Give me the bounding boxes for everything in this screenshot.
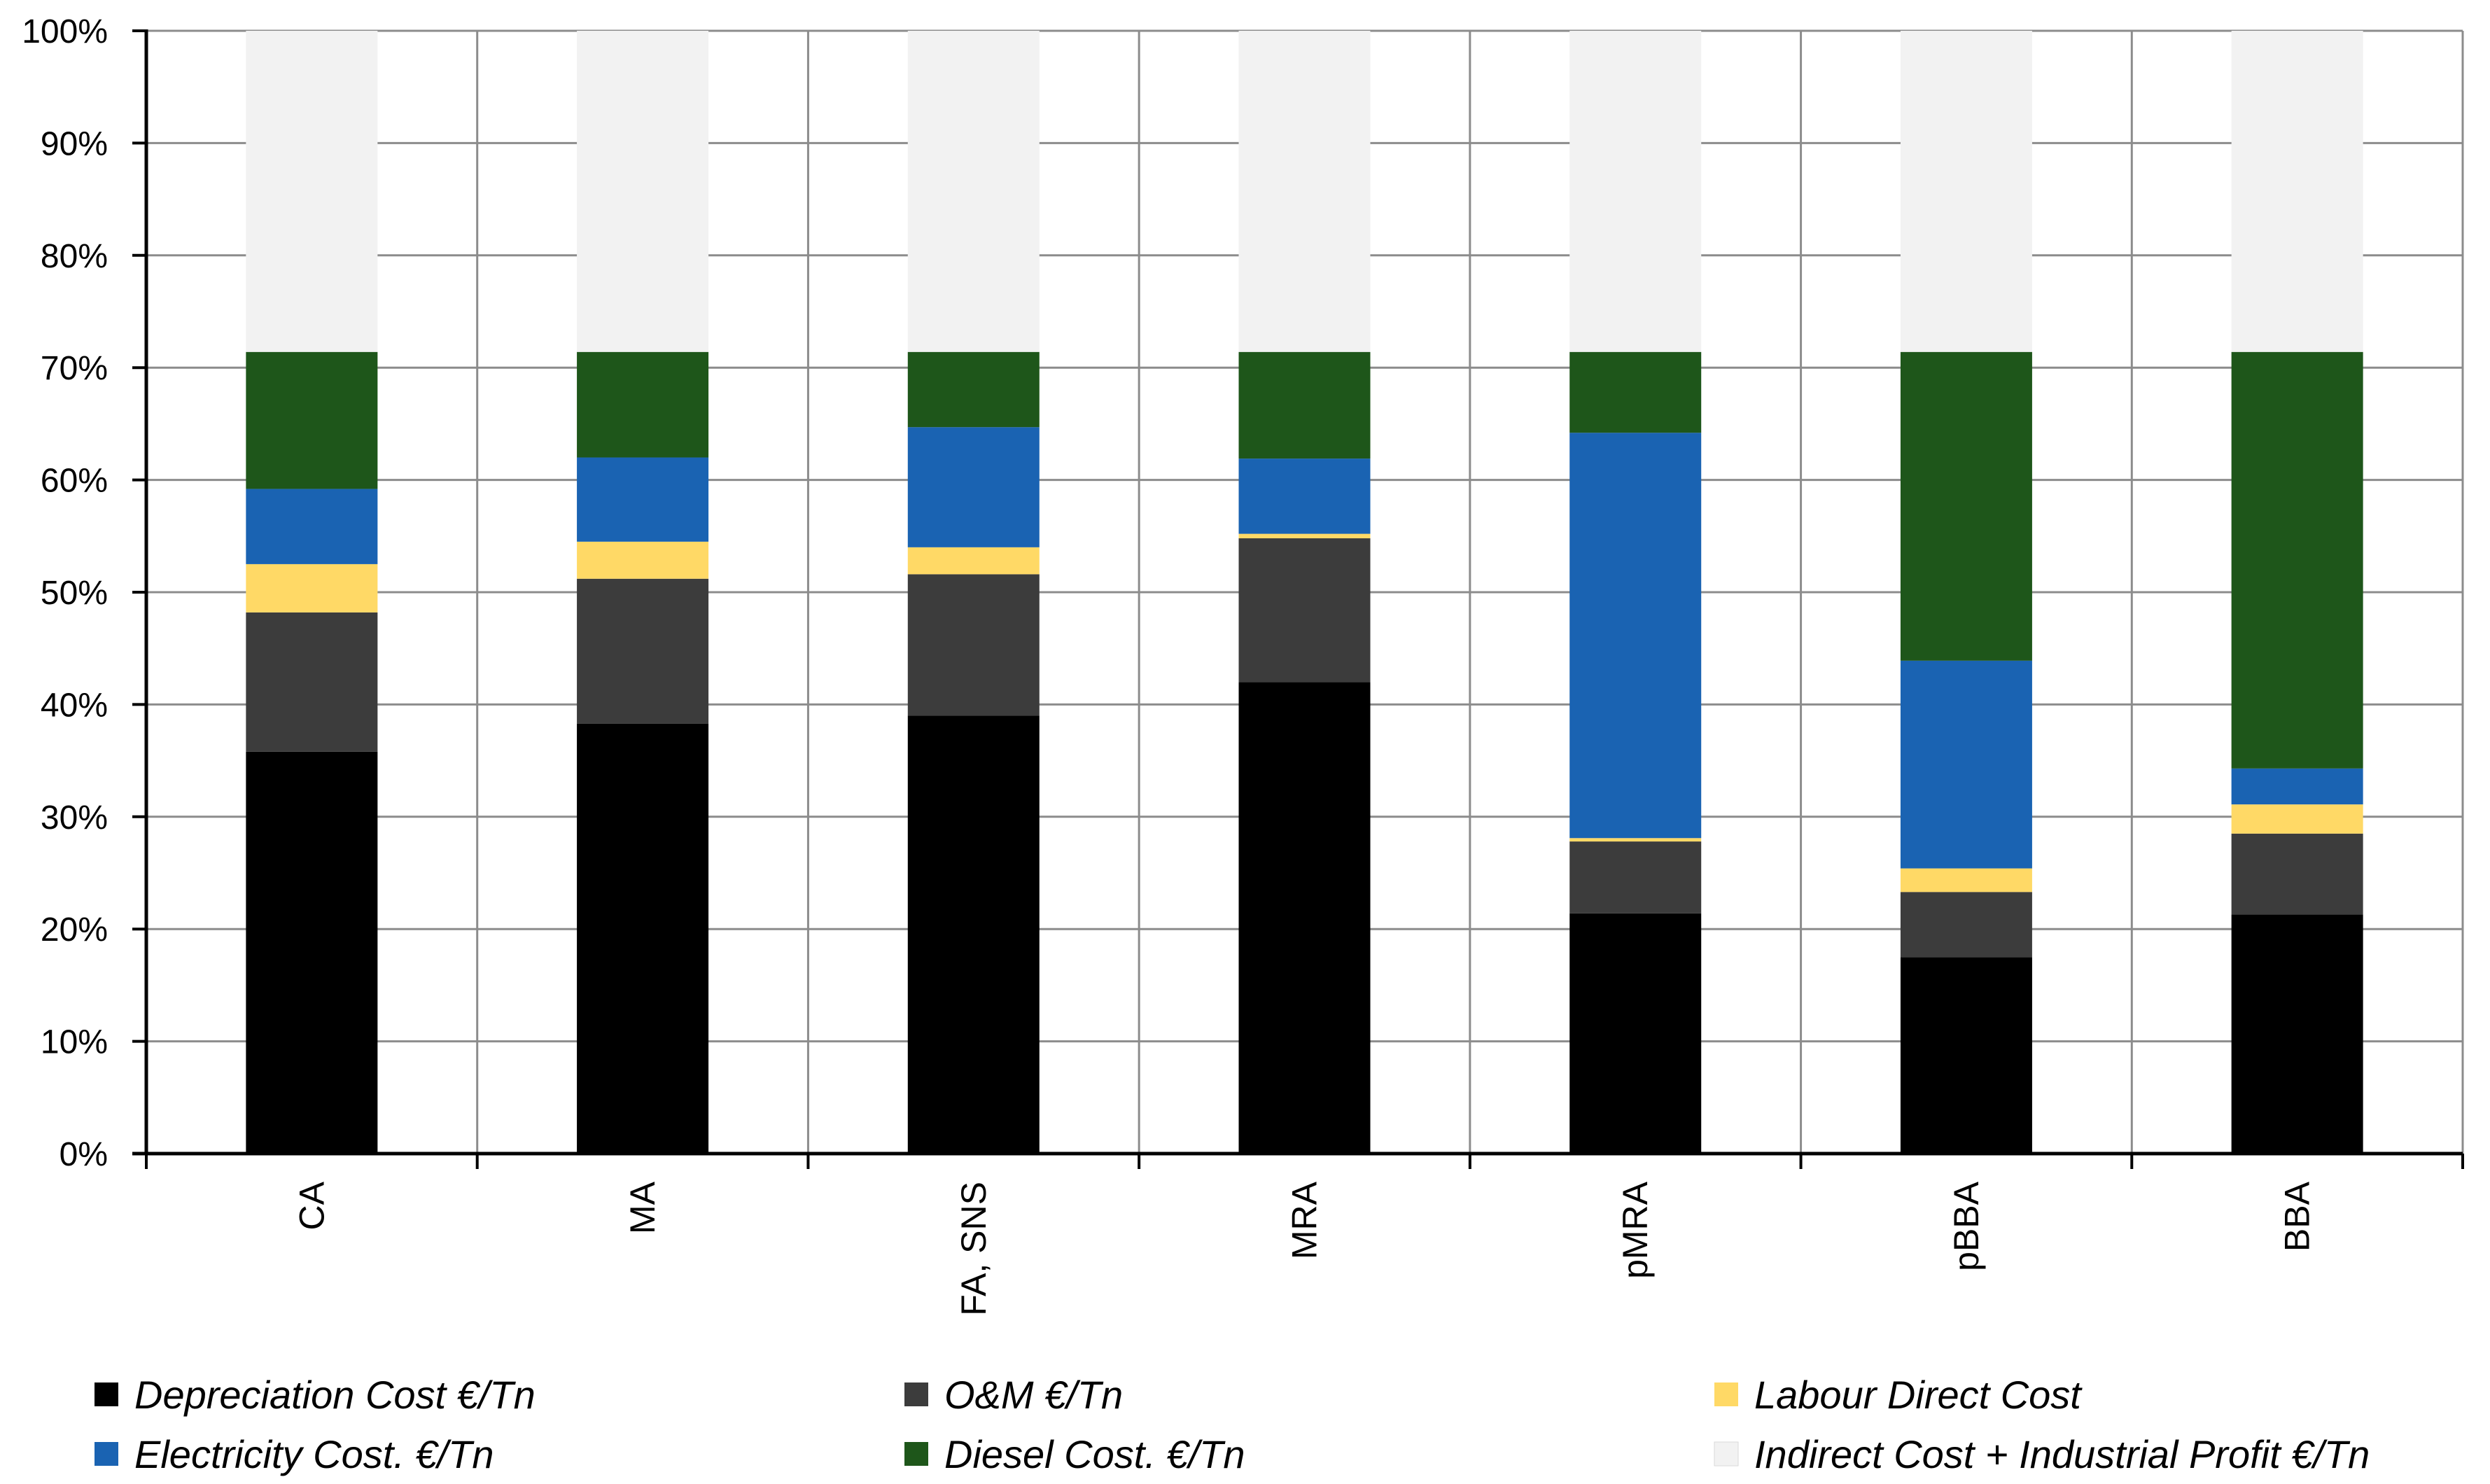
- y-tick-label: 40%: [41, 687, 108, 724]
- legend-swatch: [1714, 1382, 1738, 1406]
- bar-segment: [1569, 913, 1702, 1154]
- bar-segment: [2231, 804, 2363, 834]
- legend-swatch: [95, 1442, 118, 1466]
- y-tick-label: 0%: [60, 1136, 108, 1173]
- x-tick-label: pBBA: [1947, 1181, 1986, 1271]
- bar-segment: [577, 31, 709, 352]
- bar-segment: [1900, 660, 2032, 869]
- y-tick-label: 50%: [41, 575, 108, 612]
- bar-segment: [1900, 957, 2032, 1154]
- bar-segment: [1569, 841, 1702, 913]
- bar-segment: [246, 351, 378, 489]
- bar-segment: [1900, 31, 2032, 352]
- legend-swatch: [1714, 1441, 1739, 1466]
- bar-segment: [577, 457, 709, 542]
- bar-segment: [1238, 533, 1371, 539]
- y-tick-label: 90%: [41, 125, 108, 162]
- x-tick-label: MA: [623, 1181, 662, 1234]
- bar-segment: [577, 541, 709, 579]
- bar-segment: [577, 578, 709, 724]
- bar-segment: [246, 751, 378, 1154]
- bar-segment: [2231, 768, 2363, 805]
- bar-segment: [907, 351, 1040, 428]
- y-tick-label: 20%: [41, 911, 108, 948]
- bars-layer: [246, 31, 2363, 1154]
- x-tick-label: CA: [292, 1181, 331, 1230]
- bar-segment: [1569, 31, 1702, 352]
- y-tick-label: 80%: [41, 238, 108, 275]
- bar-segment: [1238, 682, 1371, 1154]
- axes-layer: 0% 10% 20% 30% 40% 50% 60% 70% 80% 90% 100% CA MA FA,…: [22, 13, 2464, 1316]
- bar-segment: [1569, 433, 1702, 839]
- legend-label: Labour Direct Cost: [1754, 1373, 2083, 1417]
- legend-label: Diesel Cost. €/Tn: [944, 1432, 1245, 1476]
- bar-segment: [1900, 351, 2032, 661]
- y-tick-label: 60%: [41, 463, 108, 500]
- bar-segment: [246, 564, 378, 612]
- bar-segment: [1238, 351, 1371, 459]
- legend-label: Depreciation Cost €/Tn: [134, 1373, 536, 1417]
- legend-swatch: [904, 1382, 928, 1406]
- bar-segment: [1900, 892, 2032, 958]
- bar-segment: [2231, 833, 2363, 915]
- bar-segment: [907, 31, 1040, 352]
- bar-segment: [1238, 538, 1371, 682]
- bar-segment: [577, 723, 709, 1154]
- legend: Depreciation Cost €/Tn O&M €/Tn Labour Dir…: [95, 1373, 2370, 1476]
- bar-segment: [2231, 351, 2363, 769]
- x-tick-label: FA, SNS: [954, 1182, 993, 1316]
- bar-segment: [907, 715, 1040, 1154]
- legend-label: Indirect Cost + Industrial Profit €/Tn: [1754, 1432, 2370, 1476]
- bar-segment: [1569, 838, 1702, 842]
- bar-segment: [577, 351, 709, 458]
- bar-segment: [907, 547, 1040, 575]
- legend-swatch: [95, 1382, 118, 1406]
- legend-swatch: [904, 1442, 928, 1466]
- y-tick-label: 10%: [41, 1024, 108, 1061]
- x-tick-label: pMRA: [1616, 1181, 1655, 1279]
- bar-segment: [246, 489, 378, 564]
- legend-label: O&M €/Tn: [944, 1373, 1123, 1417]
- bar-segment: [907, 427, 1040, 547]
- bar-segment: [1238, 31, 1371, 352]
- y-tick-label: 100%: [22, 13, 108, 50]
- bar-segment: [1238, 458, 1371, 534]
- bar-segment: [907, 574, 1040, 716]
- bar-segment: [2231, 914, 2363, 1154]
- x-tick-label: MRA: [1285, 1181, 1324, 1259]
- y-tick-label: 30%: [41, 799, 108, 836]
- y-tick-label: 70%: [41, 350, 108, 387]
- legend-label: Electricity Cost. €/Tn: [134, 1432, 494, 1476]
- bar-segment: [246, 612, 378, 752]
- bar-segment: [1900, 868, 2032, 892]
- x-tick-label: BBA: [2278, 1181, 2317, 1252]
- bar-segment: [1569, 351, 1702, 433]
- bar-segment: [2231, 31, 2363, 352]
- bar-segment: [246, 31, 378, 352]
